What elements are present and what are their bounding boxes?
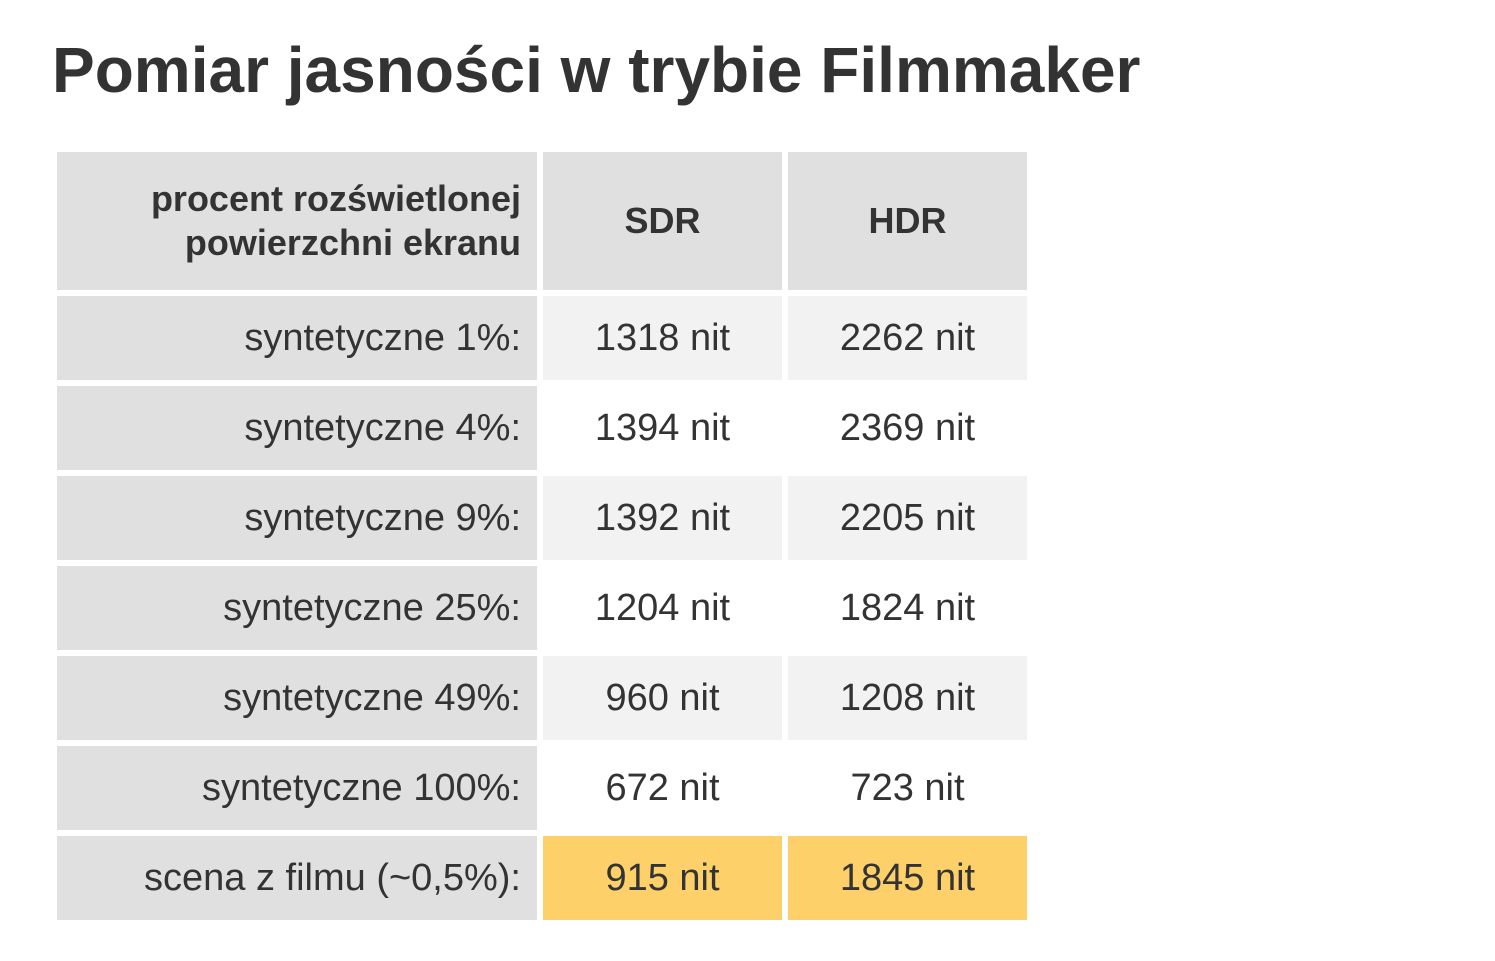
value-cell: 1208 nit [788, 656, 1027, 740]
table-row: syntetyczne 1%: 1318 nit 2262 nit [57, 296, 1027, 380]
table-row: syntetyczne 4%: 1394 nit 2369 nit [57, 386, 1027, 470]
row-label: syntetyczne 100%: [57, 746, 537, 830]
value-cell: 672 nit [543, 746, 782, 830]
table-head: procent rozświetlonej powierzchni ekranu… [57, 152, 1027, 290]
value-cell: 2369 nit [788, 386, 1027, 470]
value-cell: 1824 nit [788, 566, 1027, 650]
header-cell: procent rozświetlonej powierzchni ekranu [57, 152, 537, 290]
value-cell: 723 nit [788, 746, 1027, 830]
table-row: syntetyczne 49%: 960 nit 1208 nit [57, 656, 1027, 740]
value-cell: 2262 nit [788, 296, 1027, 380]
table-row: syntetyczne 100%: 672 nit 723 nit [57, 746, 1027, 830]
table-body: syntetyczne 1%: 1318 nit 2262 nit syntetycz… [57, 296, 1027, 920]
table-row: syntetyczne 25%: 1204 nit 1824 nit [57, 566, 1027, 650]
row-label: syntetyczne 1%: [57, 296, 537, 380]
table-row: syntetyczne 9%: 1392 nit 2205 nit [57, 476, 1027, 560]
value-cell: 1318 nit [543, 296, 782, 380]
row-label: syntetyczne 9%: [57, 476, 537, 560]
row-label: syntetyczne 49%: [57, 656, 537, 740]
table-row: scena z filmu (~0,5%): 915 nit 1845 nit [57, 836, 1027, 920]
value-cell: 960 nit [543, 656, 782, 740]
row-label: syntetyczne 4%: [57, 386, 537, 470]
page-title: Pomiar jasności w trybie Filmmaker [52, 34, 1141, 106]
header-cell: SDR [543, 152, 782, 290]
row-label: syntetyczne 25%: [57, 566, 537, 650]
brightness-table: procent rozświetlonej powierzchni ekranu… [51, 146, 1033, 926]
row-label: scena z filmu (~0,5%): [57, 836, 537, 920]
value-cell: 1204 nit [543, 566, 782, 650]
value-cell: 2205 nit [788, 476, 1027, 560]
value-cell: 915 nit [543, 836, 782, 920]
header-cell: HDR [788, 152, 1027, 290]
value-cell: 1845 nit [788, 836, 1027, 920]
value-cell: 1394 nit [543, 386, 782, 470]
value-cell: 1392 nit [543, 476, 782, 560]
header-row: procent rozświetlonej powierzchni ekranu… [57, 152, 1027, 290]
